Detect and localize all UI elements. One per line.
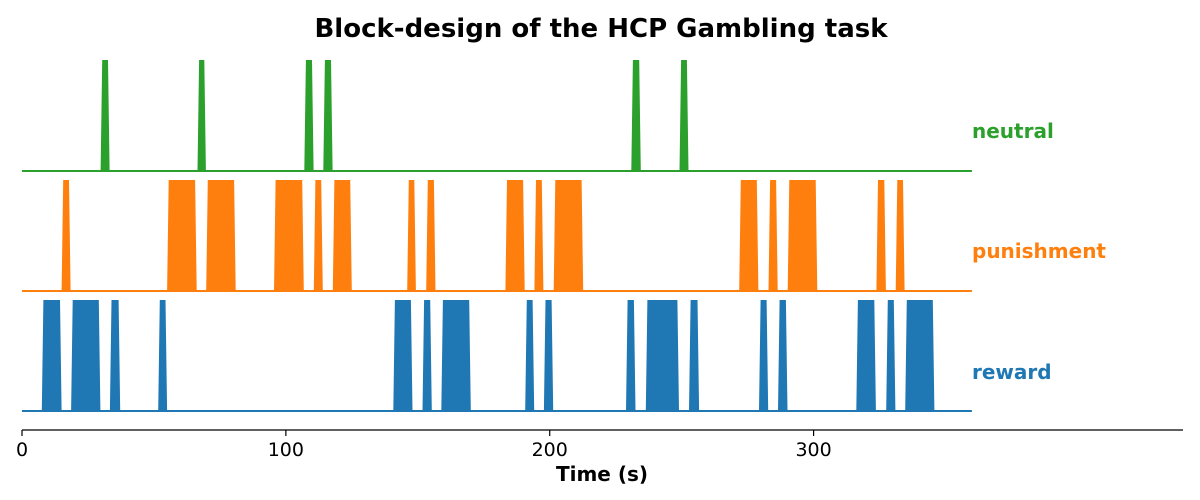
punishment-block-12 [739,180,759,291]
neutral-block-4 [323,60,333,171]
punishment-block-6 [332,180,352,291]
series-label-reward: reward [972,360,1052,384]
x-tick-label-200: 200 [532,439,568,461]
reward-block-13 [759,300,769,411]
x-ticks: 0 100 200 300 [16,430,832,461]
punishment-block-9 [505,180,525,291]
reward-block-7 [441,300,471,411]
neutral-block-2 [197,60,206,171]
x-tick-label-300: 300 [795,439,831,461]
neutral-block-1 [100,60,110,171]
reward-block-10 [626,300,636,411]
punishment-block-1 [61,180,71,291]
punishment-block-11 [553,180,584,291]
reward-block-6 [422,300,432,411]
neutral-block-6 [679,60,689,171]
punishment-block-3 [206,180,236,291]
reward-block-12 [689,300,700,411]
reward-block-2 [71,300,101,411]
punishment-block-7 [407,180,416,291]
punishment-block-16 [895,180,905,291]
punishment-block-10 [534,180,544,291]
reward-block-4 [158,300,168,411]
reward-block-8 [525,300,535,411]
x-tick-label-0: 0 [16,439,28,461]
punishment-block-15 [876,180,886,291]
reward-block-15 [856,300,876,411]
punishment-block-4 [274,180,304,291]
punishment-block-2 [167,180,197,291]
neutral-block-3 [304,60,314,171]
punishment-block-13 [768,180,778,291]
series-label-neutral: neutral [972,119,1054,143]
punishment-block-5 [313,180,323,291]
series-punishment: punishment [22,180,1106,292]
series-neutral: neutral [22,60,1054,172]
neutral-block-5 [631,60,641,171]
reward-block-5 [393,300,413,411]
reward-block-1 [41,300,62,411]
reward-block-17 [905,300,935,411]
chart-title: Block-design of the HCP Gambling task [314,14,888,44]
series-label-punishment: punishment [972,239,1106,263]
punishment-block-14 [787,180,818,291]
reward-block-11 [645,300,679,411]
punishment-block-8 [426,180,436,291]
reward-block-14 [778,300,788,411]
x-axis-label: Time (s) [556,462,648,486]
reward-block-9 [543,300,554,411]
x-tick-label-100: 100 [268,439,304,461]
series-layer: neutral punishment reward [22,60,1106,412]
reward-block-3 [109,300,121,411]
reward-block-16 [886,300,896,411]
series-reward: reward [22,300,1052,412]
